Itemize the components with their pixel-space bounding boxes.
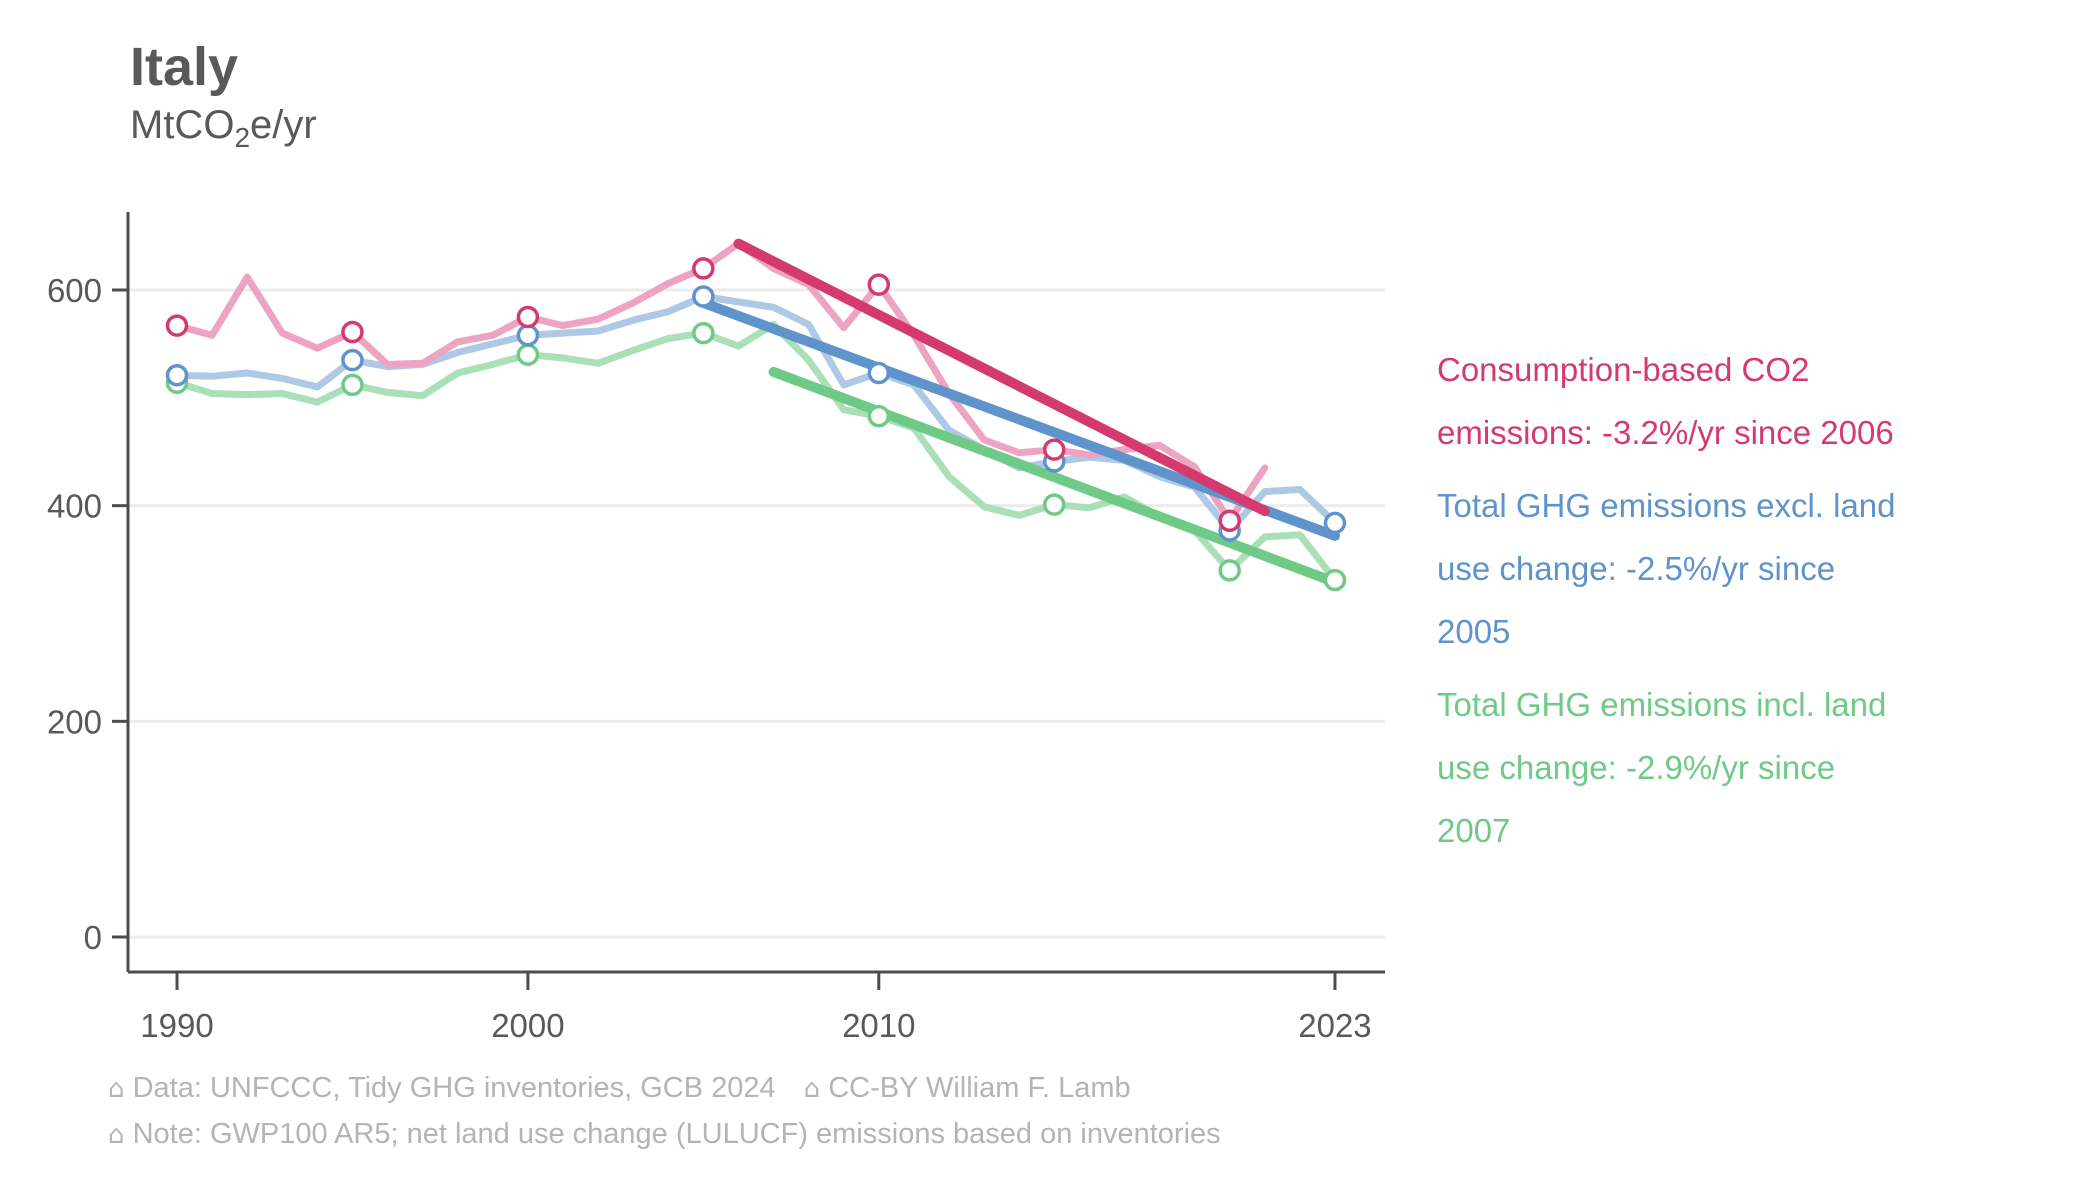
- x-tick-label: 2023: [1298, 1007, 1371, 1044]
- legend-line: 2007: [1437, 812, 1511, 849]
- marker-ghg-incl-lulucf: [692, 321, 715, 345]
- y-tick-label: 200: [47, 703, 102, 740]
- marker-ghg-excl-lulucf: [165, 363, 189, 387]
- y-tick-label: 400: [47, 488, 102, 525]
- house-icon: ⌂: [108, 1120, 125, 1150]
- footer-note-line: ⌂ Note: GWP100 AR5; net land use change …: [108, 1112, 1221, 1158]
- marker-ghg-incl-lulucf: [867, 404, 891, 428]
- marker-ghg-incl-lulucf: [1218, 559, 1241, 582]
- note-text: Note: GWP100 AR5; net land use change (L…: [132, 1118, 1221, 1150]
- x-tick-label: 1990: [140, 1007, 213, 1044]
- series-line-consumption-co2: [173, 240, 1269, 525]
- chart-header: Italy MtCO2e/yr: [130, 37, 317, 154]
- marker-ghg-excl-lulucf: [341, 348, 364, 372]
- marker-ghg-incl-lulucf: [1323, 568, 1347, 592]
- legend: Consumption-based CO2 emissions: -3.2%/yr…: [1437, 338, 1997, 872]
- y-axis-unit-label: MtCO2e/yr: [130, 103, 317, 154]
- legend-line: emissions: -3.2%/yr since 2006: [1437, 414, 1894, 451]
- legend-line: Total GHG emissions excl. land: [1437, 487, 1896, 524]
- marker-ghg-incl-lulucf: [341, 373, 364, 397]
- marker-ghg-excl-lulucf: [1323, 511, 1347, 535]
- x-tick-label: 2010: [842, 1007, 915, 1044]
- page-title: Italy: [130, 37, 239, 97]
- footer: ⌂ Data: UNFCCC, Tidy GHG inventories, GC…: [108, 1066, 1221, 1158]
- marker-ghg-excl-lulucf: [867, 361, 891, 385]
- trend-line-ghg-incl-lulucf: [768, 366, 1340, 588]
- marker-ghg-excl-lulucf: [692, 285, 715, 308]
- legend-line: 2005: [1437, 613, 1511, 650]
- data-credit-text: Data: UNFCCC, Tidy GHG inventories, GCB …: [132, 1072, 776, 1104]
- y-tick-label: 0: [84, 919, 102, 956]
- legend-entry-ghg-excl-lulucf: Total GHG emissions excl. land use change…: [1437, 474, 1997, 663]
- marker-ghg-incl-lulucf: [1043, 493, 1066, 516]
- trend-line-consumption-co2: [733, 238, 1270, 517]
- license-text: CC-BY William F. Lamb: [828, 1072, 1131, 1104]
- legend-line: use change: -2.9%/yr since: [1437, 749, 1836, 786]
- house-icon: ⌂: [803, 1074, 821, 1104]
- marker-consumption-co2: [1043, 438, 1066, 461]
- marker-consumption-co2: [1218, 509, 1241, 533]
- marker-ghg-excl-lulucf: [516, 324, 540, 347]
- marker-consumption-co2: [867, 273, 891, 296]
- y-tick-label: 600: [47, 272, 102, 309]
- marker-ghg-incl-lulucf: [516, 343, 540, 366]
- x-tick-label: 2000: [491, 1007, 564, 1044]
- legend-entry-ghg-incl-lulucf: Total GHG emissions incl. land use change…: [1437, 673, 1997, 862]
- legend-line: Total GHG emissions incl. land: [1437, 686, 1887, 723]
- legend-line: use change: -2.5%/yr since: [1437, 550, 1836, 587]
- marker-consumption-co2: [165, 314, 189, 337]
- marker-consumption-co2: [692, 257, 715, 280]
- legend-line: Consumption-based CO2: [1437, 351, 1810, 388]
- house-icon: ⌂: [108, 1074, 125, 1104]
- footer-credit-line: ⌂ Data: UNFCCC, Tidy GHG inventories, GC…: [108, 1066, 1221, 1112]
- marker-consumption-co2: [341, 320, 364, 344]
- marker-consumption-co2: [516, 305, 540, 329]
- legend-entry-consumption-co2: Consumption-based CO2 emissions: -3.2%/yr…: [1437, 338, 1997, 464]
